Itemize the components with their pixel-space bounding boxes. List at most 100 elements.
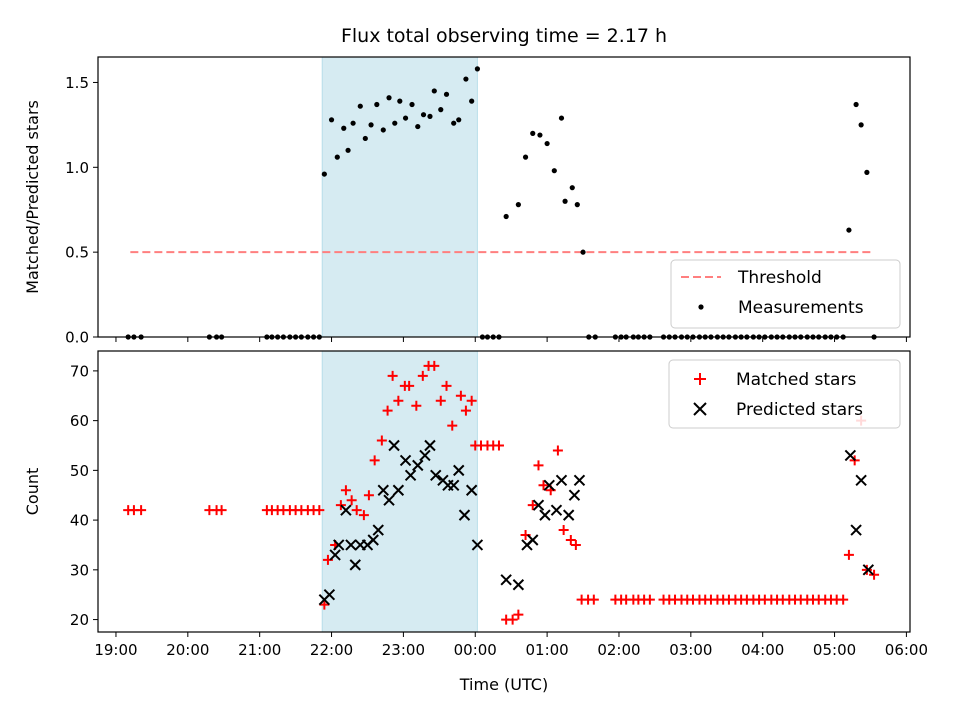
measurement-point: [469, 98, 475, 104]
y-tick-label: 60: [70, 412, 89, 430]
predicted-star-point: [377, 484, 389, 496]
predicted-star-point: [844, 449, 857, 462]
predicted-star-point: [453, 464, 465, 477]
y-tick-label: 20: [70, 611, 89, 629]
matched-star-point: [558, 525, 569, 536]
matched-star-point: [565, 534, 576, 545]
matched-star-point: [493, 440, 504, 451]
predicted-star-point: [323, 588, 336, 601]
predicted-star-point: [539, 509, 551, 521]
y-axis-label: Count: [23, 468, 42, 516]
predicted-star-point: [527, 534, 539, 546]
chart-title: Flux total observing time = 2.17 h: [341, 25, 667, 47]
matched-star-point: [447, 420, 458, 431]
matched-star-point: [335, 500, 346, 511]
x-tick-label: 19:00: [94, 641, 137, 659]
measurement-point: [515, 202, 521, 208]
x-tick-label: 20:00: [166, 641, 209, 659]
predicted-star-point: [855, 474, 867, 487]
x-tick-label: 22:00: [310, 641, 353, 659]
matched-star-point: [382, 405, 393, 416]
measurement-point: [574, 202, 580, 208]
count-panel: 19:00 20:00 21:00 22:00 23:00 00:00 01:00 02:00…: [23, 350, 928, 659]
matched-star-point: [843, 549, 854, 560]
measurement-point: [580, 249, 586, 255]
measurement-point: [402, 115, 409, 121]
matched-star-point: [869, 569, 880, 580]
measurement-point: [392, 120, 398, 126]
matched-star-point: [387, 370, 398, 381]
x-tick-label: 05:00: [813, 641, 856, 659]
matched-star-point: [861, 564, 872, 575]
axes-frame: [97, 56, 911, 338]
matched-star-point: [404, 380, 415, 391]
measurement-point: [451, 120, 457, 126]
x-tick-label: 04:00: [741, 641, 784, 659]
measurement-point: [334, 154, 340, 160]
matched-star-point: [216, 505, 227, 516]
measurement-point: [569, 185, 575, 191]
x-axis-label: Time (UTC): [459, 675, 548, 694]
predicted-star-point: [465, 484, 478, 496]
measurement-point: [544, 140, 550, 147]
y-tick-label: 1.5: [65, 74, 89, 92]
matched-star-point: [533, 460, 544, 471]
matched-star-point: [644, 594, 655, 605]
measurement-point: [380, 127, 386, 133]
matched-star-point: [513, 609, 524, 620]
y-tick-label: 0.0: [65, 329, 89, 347]
legend-box: [668, 359, 901, 429]
predicted-star-point: [412, 459, 424, 472]
y-tick-label: 1.0: [65, 159, 89, 177]
measurement-point: [350, 120, 356, 126]
measurement-point: [374, 101, 380, 108]
predicted-star-point: [447, 479, 460, 491]
predicted-star-point: [367, 534, 379, 546]
predicted-star-point: [512, 579, 525, 591]
predicted-star-point: [471, 539, 484, 551]
x-tick-label: 00:00: [454, 641, 497, 659]
matched-star-point: [527, 500, 538, 511]
matched-star-point: [441, 380, 452, 391]
measurement-point: [427, 113, 433, 119]
measurement-point: [345, 147, 351, 153]
legend-box: [670, 259, 901, 329]
measurement-point: [431, 88, 437, 94]
measurement-point: [341, 125, 347, 131]
matched-star-point: [435, 395, 446, 406]
measurement-point: [558, 115, 565, 121]
measurement-point: [864, 169, 870, 175]
measurement-point: [420, 112, 427, 118]
y-tick-label: 30: [70, 561, 89, 579]
matched-star-point: [588, 594, 599, 605]
measurement-point: [537, 132, 543, 138]
predicted-star-point: [568, 489, 581, 501]
legend-matched-label: Matched stars: [736, 370, 856, 390]
matched-star-point: [460, 405, 471, 416]
measurement-point: [503, 213, 509, 220]
matched-star-point: [455, 390, 466, 401]
predicted-star-point: [532, 499, 545, 511]
predicted-star-point: [333, 539, 345, 551]
predicted-star-point: [573, 474, 586, 487]
measurement-point: [386, 95, 392, 101]
matched-star-point: [570, 539, 581, 550]
measurement-point: [858, 122, 864, 128]
predicted-star-point: [562, 509, 575, 521]
matched-star-point: [363, 490, 374, 501]
predicted-star-point: [850, 524, 862, 536]
legend-threshold-label: Threshold: [737, 268, 822, 288]
legend: Matched stars Predicted stars: [668, 359, 901, 429]
y-tick-label: 50: [70, 462, 89, 480]
x-tick-label: 01:00: [525, 641, 568, 659]
x-tick-label: 21:00: [238, 641, 281, 659]
matched-star-point: [429, 360, 440, 371]
matched-star-point: [319, 599, 330, 610]
matched-star-point: [417, 370, 428, 381]
measurement-point: [474, 66, 481, 72]
matched-star-point: [393, 395, 404, 406]
predicted-star-point: [458, 509, 471, 521]
matched-star-point: [346, 495, 357, 506]
matched-star-point: [136, 505, 147, 516]
